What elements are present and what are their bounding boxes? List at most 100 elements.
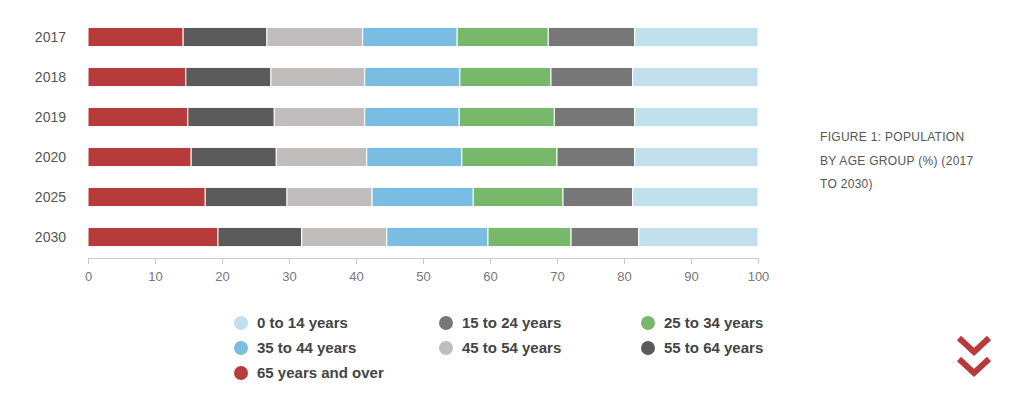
bar-segment (635, 107, 758, 126)
bar-segment (88, 107, 188, 126)
tick: 40 (349, 258, 363, 284)
bar-segment (563, 187, 633, 206)
bar-segment (186, 67, 271, 86)
chart: 0102030405060708090100201720182019202020… (0, 0, 1024, 397)
legend-label: 25 to 34 years (664, 314, 763, 331)
legend-label: 15 to 24 years (462, 314, 561, 331)
chart-title: FIGURE 1: POPULATIONBY AGE GROUP (%) (20… (820, 130, 974, 191)
bar-segment (88, 227, 218, 246)
tick-label: 40 (349, 269, 363, 284)
legend: 0 to 14 years 15 to 24 years 25 to 34 year… (234, 314, 763, 381)
bar-segment (274, 107, 364, 126)
tick-label: 80 (617, 269, 631, 284)
tick-label: 70 (550, 269, 564, 284)
legend-label: 55 to 64 years (664, 339, 763, 356)
category-label: 2017 (35, 29, 66, 45)
bar-segment (365, 67, 460, 86)
bar-segment (188, 107, 274, 126)
tick: 80 (617, 258, 631, 284)
tick-mark (691, 258, 692, 264)
tick-label: 20 (215, 269, 229, 284)
tick: 60 (483, 258, 497, 284)
x-axis: 0 10 20 30 40 50 60 70 80 90 100 (85, 258, 769, 284)
legend-swatch (234, 366, 248, 380)
bar-segment (365, 107, 459, 126)
bar-segment (548, 27, 634, 46)
bar-segment (191, 147, 276, 166)
bar-segment (635, 147, 758, 166)
legend-label: 65 years and over (257, 364, 384, 381)
tick: 100 (748, 258, 770, 284)
category-label: 2025 (35, 189, 66, 205)
tick-label: 100 (748, 269, 770, 284)
tick-label: 90 (684, 269, 698, 284)
bar-segment (218, 227, 302, 246)
chevron (959, 338, 989, 352)
bar-segment (639, 227, 758, 246)
tick-mark (624, 258, 625, 264)
tick-mark (88, 258, 89, 264)
bar-segment (633, 187, 758, 206)
tick-label: 50 (416, 269, 430, 284)
legend-swatch (439, 341, 453, 355)
legend-label: 35 to 44 years (257, 339, 356, 356)
category-label: 2020 (35, 149, 66, 165)
bar-segment (363, 27, 457, 46)
tick-label: 10 (148, 269, 162, 284)
category-label: 2030 (35, 229, 66, 245)
bar-segment (372, 187, 473, 206)
tick: 20 (215, 258, 229, 284)
bar-segment (473, 187, 563, 206)
bar-segment (633, 67, 758, 86)
bar-segment (88, 67, 186, 86)
bar-segment (287, 187, 372, 206)
bar-segment (183, 27, 267, 46)
tick: 30 (282, 258, 296, 284)
tick: 50 (416, 258, 430, 284)
legend-swatch (439, 316, 453, 330)
bar-segment (459, 107, 554, 126)
y-axis: 2017 2018 2019 2020 2025 2030 (35, 29, 66, 245)
legend-swatch (641, 316, 655, 330)
bar-segment (88, 187, 205, 206)
bar-segment (271, 67, 365, 86)
tick-mark (289, 258, 290, 264)
bar-segment (276, 147, 366, 166)
tick: 0 (85, 258, 92, 284)
tick-mark (222, 258, 223, 264)
bar-segment (488, 227, 571, 246)
legend-label: 0 to 14 years (257, 314, 348, 331)
tick-mark (490, 258, 491, 264)
bar-segment (460, 67, 551, 86)
category-label: 2018 (35, 69, 66, 85)
bar-segment (457, 27, 548, 46)
tick: 70 (550, 258, 564, 284)
bar-segment (551, 67, 633, 86)
legend-swatch (641, 341, 655, 355)
decoration (959, 338, 989, 373)
legend-label: 45 to 54 years (462, 339, 561, 356)
bar-segment (302, 227, 387, 246)
bar-segment (557, 147, 635, 166)
bar-segment (88, 27, 183, 46)
bar-segment (367, 147, 462, 166)
bar-segment (88, 147, 191, 166)
bar-segment (387, 227, 488, 246)
legend-swatch (234, 341, 248, 355)
tick: 10 (148, 258, 162, 284)
tick: 90 (684, 258, 698, 284)
legend-swatch (234, 316, 248, 330)
tick-label: 60 (483, 269, 497, 284)
tick-mark (758, 258, 759, 264)
bars (88, 27, 758, 246)
tick-label: 30 (282, 269, 296, 284)
tick-label: 0 (85, 269, 92, 284)
bar-segment (635, 27, 758, 46)
category-label: 2019 (35, 109, 66, 125)
bar-segment (267, 27, 363, 46)
tick-mark (356, 258, 357, 264)
bar-segment (205, 187, 287, 206)
bar-segment (571, 227, 639, 246)
tick-mark (155, 258, 156, 264)
tick-mark (557, 258, 558, 264)
